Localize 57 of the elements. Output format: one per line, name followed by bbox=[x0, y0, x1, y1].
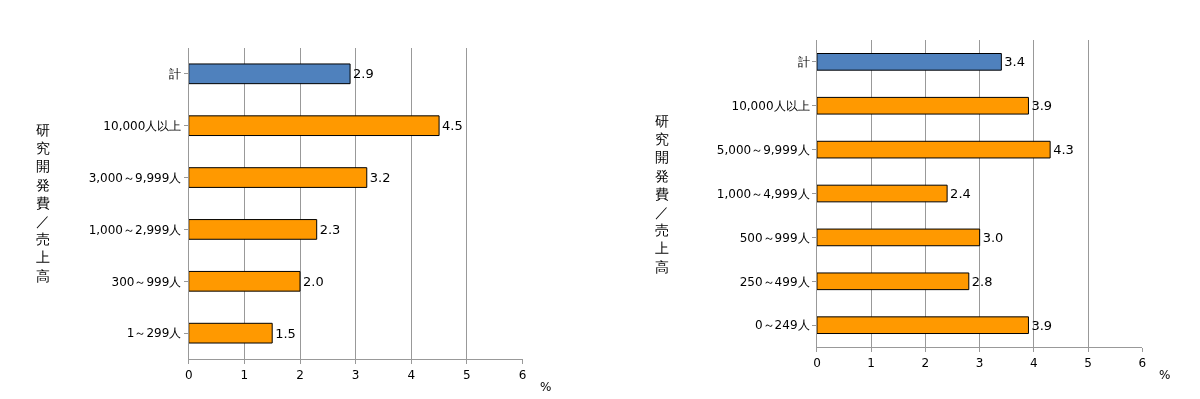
bar bbox=[188, 115, 440, 137]
data-label: 2.0 bbox=[303, 273, 324, 289]
x-axis-title: % bbox=[540, 380, 552, 394]
bar bbox=[188, 270, 301, 292]
y-tick-label: 1～299人 bbox=[126, 326, 182, 341]
x-tick-label: 3 bbox=[975, 355, 984, 370]
text: 研究開発費／売上高 bbox=[36, 122, 50, 284]
x-tick-label: 6 bbox=[518, 367, 527, 382]
x-tick-label: 6 bbox=[1138, 355, 1147, 370]
bar bbox=[816, 140, 1051, 159]
y-tick-label: 10,000人以上 bbox=[731, 98, 810, 113]
data-label: 3.2 bbox=[369, 170, 391, 186]
x-tick-label: 5 bbox=[463, 367, 471, 382]
y-tick-label: 1,000～2,999人 bbox=[88, 222, 182, 237]
y-tick-label: 5,000～9,999人 bbox=[716, 142, 810, 157]
bar bbox=[816, 96, 1029, 115]
data-label: 3.9 bbox=[1031, 98, 1053, 114]
x-tick-label: 3 bbox=[351, 367, 360, 382]
y-tick-label: 10,000人以上 bbox=[103, 118, 182, 133]
data-label: 4.3 bbox=[1053, 142, 1074, 158]
y-tick-label: 1,000～4,999人 bbox=[716, 186, 810, 201]
bar bbox=[816, 272, 970, 291]
x-tick-label: 2 bbox=[296, 367, 304, 382]
x-tick-label: 4 bbox=[407, 367, 416, 382]
text: 研究開発費／売上高 bbox=[655, 113, 669, 275]
x-tick-label: 0 bbox=[813, 355, 821, 370]
data-label: 1.5 bbox=[275, 325, 296, 341]
data-label: 2.9 bbox=[353, 66, 374, 82]
bar bbox=[188, 322, 273, 344]
y-tick-label: 0～249人 bbox=[755, 318, 810, 333]
x-tick-label: 2 bbox=[921, 355, 930, 370]
y-tick-label: 300～999人 bbox=[111, 274, 182, 289]
data-label: 2.3 bbox=[319, 221, 341, 237]
data-label: 3.0 bbox=[982, 229, 1004, 245]
y-tick-label: 3,000～9,999人 bbox=[88, 170, 182, 185]
x-tick-label: 1 bbox=[240, 367, 249, 382]
data-label: 4.5 bbox=[442, 118, 463, 134]
x-tick-label: 1 bbox=[867, 355, 875, 370]
y-tick-label: 計 bbox=[797, 55, 810, 70]
x-tick-label: 4 bbox=[1030, 355, 1038, 370]
bar bbox=[816, 184, 948, 203]
x-axis-title: % bbox=[1159, 368, 1171, 382]
bar bbox=[816, 228, 981, 247]
x-tick-label: 0 bbox=[184, 367, 193, 382]
bar bbox=[188, 219, 318, 240]
bar bbox=[188, 63, 351, 85]
data-label: 2.8 bbox=[971, 273, 993, 289]
y-tick-label: 計 bbox=[169, 67, 182, 82]
bar bbox=[188, 167, 368, 188]
data-label: 3.4 bbox=[1004, 54, 1026, 70]
bar bbox=[816, 316, 1029, 335]
x-tick-label: 5 bbox=[1084, 355, 1092, 370]
y-tick-label: 250～499人 bbox=[739, 274, 810, 289]
data-label: 2.4 bbox=[950, 186, 971, 202]
y-tick-label: 500～999人 bbox=[739, 230, 810, 245]
data-label: 3.9 bbox=[1031, 317, 1053, 333]
bar bbox=[816, 53, 1002, 71]
